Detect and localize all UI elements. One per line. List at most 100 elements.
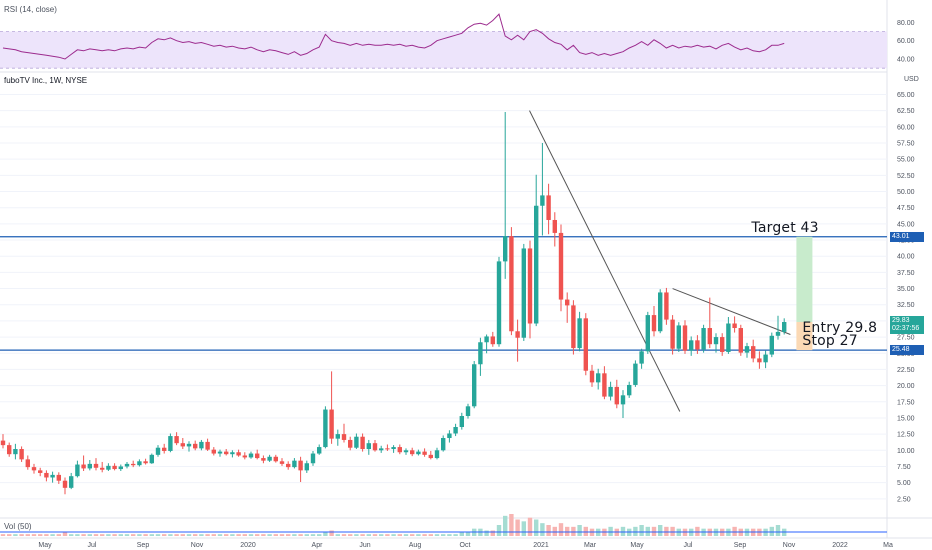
rsi-tick-label: 60.00 [897, 38, 915, 45]
candle-body [162, 447, 167, 451]
candle-body [769, 335, 774, 355]
candle-body [118, 466, 123, 470]
volume-bar [465, 532, 471, 536]
candle-body [137, 461, 142, 466]
candle-body [633, 363, 638, 385]
volume-bar [248, 534, 254, 536]
volume-bar [168, 534, 173, 536]
volume-bar [496, 525, 502, 536]
y-tick-label: 35.00 [897, 286, 915, 293]
candle-body [360, 436, 365, 450]
candle-body [571, 305, 576, 349]
candle-body [527, 248, 533, 324]
candle-body [193, 443, 198, 449]
candle-body [720, 337, 725, 352]
candle-body [100, 467, 105, 470]
candle-body [391, 447, 396, 450]
candle-body [658, 292, 663, 332]
y-tick-label: 47.50 [897, 205, 915, 212]
volume-bar [484, 530, 489, 536]
volume-bar [416, 534, 421, 536]
volume-bar [441, 534, 446, 536]
volume-title: Vol (50) [4, 522, 32, 531]
candle-body [453, 427, 458, 434]
y-tick-label: 60.00 [897, 124, 915, 131]
volume-bar [75, 534, 80, 536]
candle-body [38, 470, 43, 473]
volume-bar [224, 534, 229, 536]
candle-body [155, 447, 161, 455]
candle-body [106, 465, 111, 470]
candle-body [379, 448, 384, 451]
volume-bar [236, 534, 241, 536]
volume-bar [217, 534, 223, 536]
volume-bar [124, 534, 130, 536]
volume-bar [379, 534, 384, 536]
volume-bar [19, 534, 24, 536]
y-tick-label: 52.50 [897, 173, 915, 180]
candle-body [292, 460, 297, 468]
level-tag-43: 43.01 [890, 231, 924, 242]
x-tick-label: May [38, 542, 52, 549]
volume-bar [546, 525, 551, 536]
candle-body [224, 451, 229, 455]
candle-body [267, 456, 272, 461]
y-tick-label: 17.50 [897, 399, 915, 406]
candle-body [329, 409, 334, 439]
candle-body [757, 358, 762, 363]
candle-body [695, 340, 700, 350]
candle-body [124, 463, 130, 467]
volume-bar [211, 534, 216, 536]
x-tick-label: 2021 [533, 542, 549, 549]
volume-bar [131, 534, 136, 536]
volume-bar [775, 525, 781, 536]
candle-body [168, 436, 173, 451]
candle-body [341, 434, 347, 440]
candle-body [348, 439, 353, 448]
candle-body [515, 331, 520, 338]
volume-bar [286, 534, 291, 536]
volume-bar [490, 530, 495, 536]
candle-body [0, 440, 6, 446]
volume-bar [515, 519, 520, 536]
stop-annotation: Stop 27 [802, 333, 858, 349]
candle-body [552, 219, 557, 233]
candle-body [664, 292, 669, 320]
volume-bar [453, 534, 458, 536]
x-tick-label: May [630, 542, 644, 549]
candle-body [273, 456, 278, 462]
downtrend-line [529, 110, 681, 412]
y-tick-label: 37.50 [897, 270, 915, 277]
candle-body [112, 465, 117, 470]
volume-bar [577, 525, 582, 536]
candle-body [441, 438, 446, 451]
volume-bar [565, 526, 570, 536]
volume-bar [62, 532, 68, 536]
y-tick-label: 55.00 [897, 157, 915, 164]
candle-body [558, 232, 564, 300]
candle-body [286, 463, 291, 468]
volume-bar [50, 534, 55, 536]
rsi-title: RSI (14, close) [4, 5, 57, 14]
rsi-tick-label: 40.00 [897, 57, 915, 64]
volume-bar [317, 534, 322, 536]
candle-body [577, 318, 582, 349]
candle-body [317, 447, 322, 454]
candle-body [217, 451, 223, 454]
volume-bar [503, 515, 508, 536]
volume-bar [292, 534, 297, 536]
y-tick-label: 65.00 [897, 92, 915, 99]
candle-body [596, 373, 601, 383]
volume-bar [534, 519, 539, 536]
x-tick-label: Jun [359, 542, 370, 549]
volume-bar [81, 534, 86, 536]
volume-bar [403, 534, 409, 536]
candle-body [751, 346, 756, 359]
volume-bar [391, 534, 396, 536]
volume-bar [620, 526, 626, 536]
candle-body [186, 443, 192, 447]
candle-body [205, 441, 210, 450]
candle-body [521, 248, 526, 338]
volume-bar [298, 534, 303, 536]
